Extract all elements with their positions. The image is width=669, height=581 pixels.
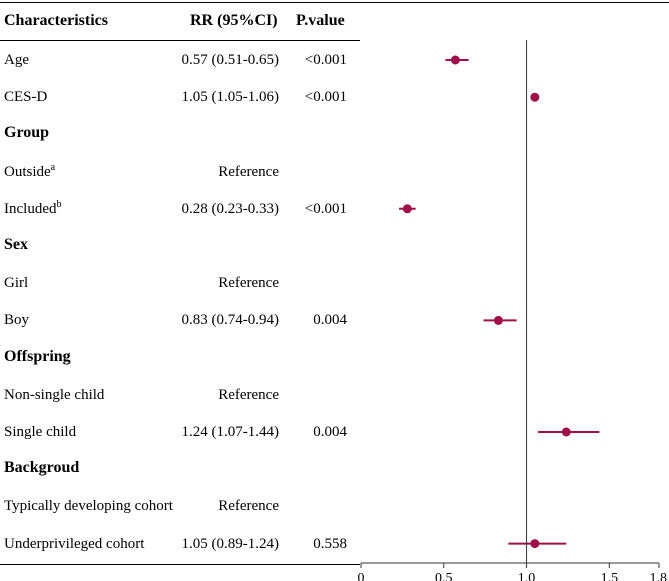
point-estimate (493, 315, 503, 325)
row-label: Single child (4, 424, 77, 440)
header-rule (0, 40, 360, 41)
rr-value: 0.57 (0.51-0.65) (181, 52, 280, 68)
row-label: Age (4, 52, 29, 68)
p-value: 0.004 (313, 312, 347, 329)
p-value: <0.001 (304, 200, 347, 217)
point-estimate (450, 55, 460, 65)
row-label-superscript: b (56, 198, 62, 210)
row-label: Outsidea (4, 161, 56, 180)
rr-value: 0.28 (0.23-0.33) (181, 200, 280, 217)
x-tick-label: 1.0 (518, 571, 536, 581)
header-pvalue: P.value (296, 12, 345, 29)
rr-value: Reference (218, 386, 279, 403)
header-rr: RR (95%CI) (190, 12, 278, 29)
point-estimate (561, 427, 571, 437)
row-label: Girl (4, 275, 29, 292)
point-estimate (402, 204, 412, 214)
row-label: CES-D (4, 89, 48, 106)
p-value: 0.004 (313, 424, 347, 440)
point-estimate (530, 539, 540, 549)
rr-value: Reference (218, 163, 279, 180)
x-tick-label: 0.5 (435, 571, 453, 581)
section-heading: Backgroud (4, 459, 80, 477)
rr-value: 1.24 (1.07-1.44) (181, 424, 280, 440)
bottom-rule (0, 564, 360, 565)
p-value: 0.558 (313, 535, 347, 552)
point-estimate (530, 92, 540, 102)
top-rule (0, 2, 669, 3)
row-label: Underprivileged cohort (4, 535, 145, 552)
rr-value: Reference (218, 498, 279, 515)
x-tick-label: 1.5 (601, 571, 619, 581)
x-tick-label: 0 (358, 571, 365, 581)
row-label: Non-single child (4, 386, 105, 403)
row-label: Includedb (4, 198, 62, 217)
x-tick-label: 1.8 (650, 571, 668, 581)
section-heading: Offspring (4, 347, 71, 365)
p-value: <0.001 (304, 52, 347, 68)
rr-value: 0.83 (0.74-0.94) (181, 312, 280, 329)
rr-value: 1.05 (1.05-1.06) (181, 89, 280, 106)
row-label: Boy (4, 312, 30, 329)
p-value: <0.001 (304, 89, 347, 106)
section-heading: Group (4, 124, 50, 142)
rr-value: Reference (218, 275, 279, 292)
header-characteristics: Characteristics (4, 12, 108, 29)
section-heading: Sex (4, 236, 28, 253)
rr-value: 1.05 (0.89-1.24) (181, 535, 280, 552)
row-label: Typically developing cohort (4, 498, 173, 515)
row-label-superscript: a (50, 161, 56, 173)
